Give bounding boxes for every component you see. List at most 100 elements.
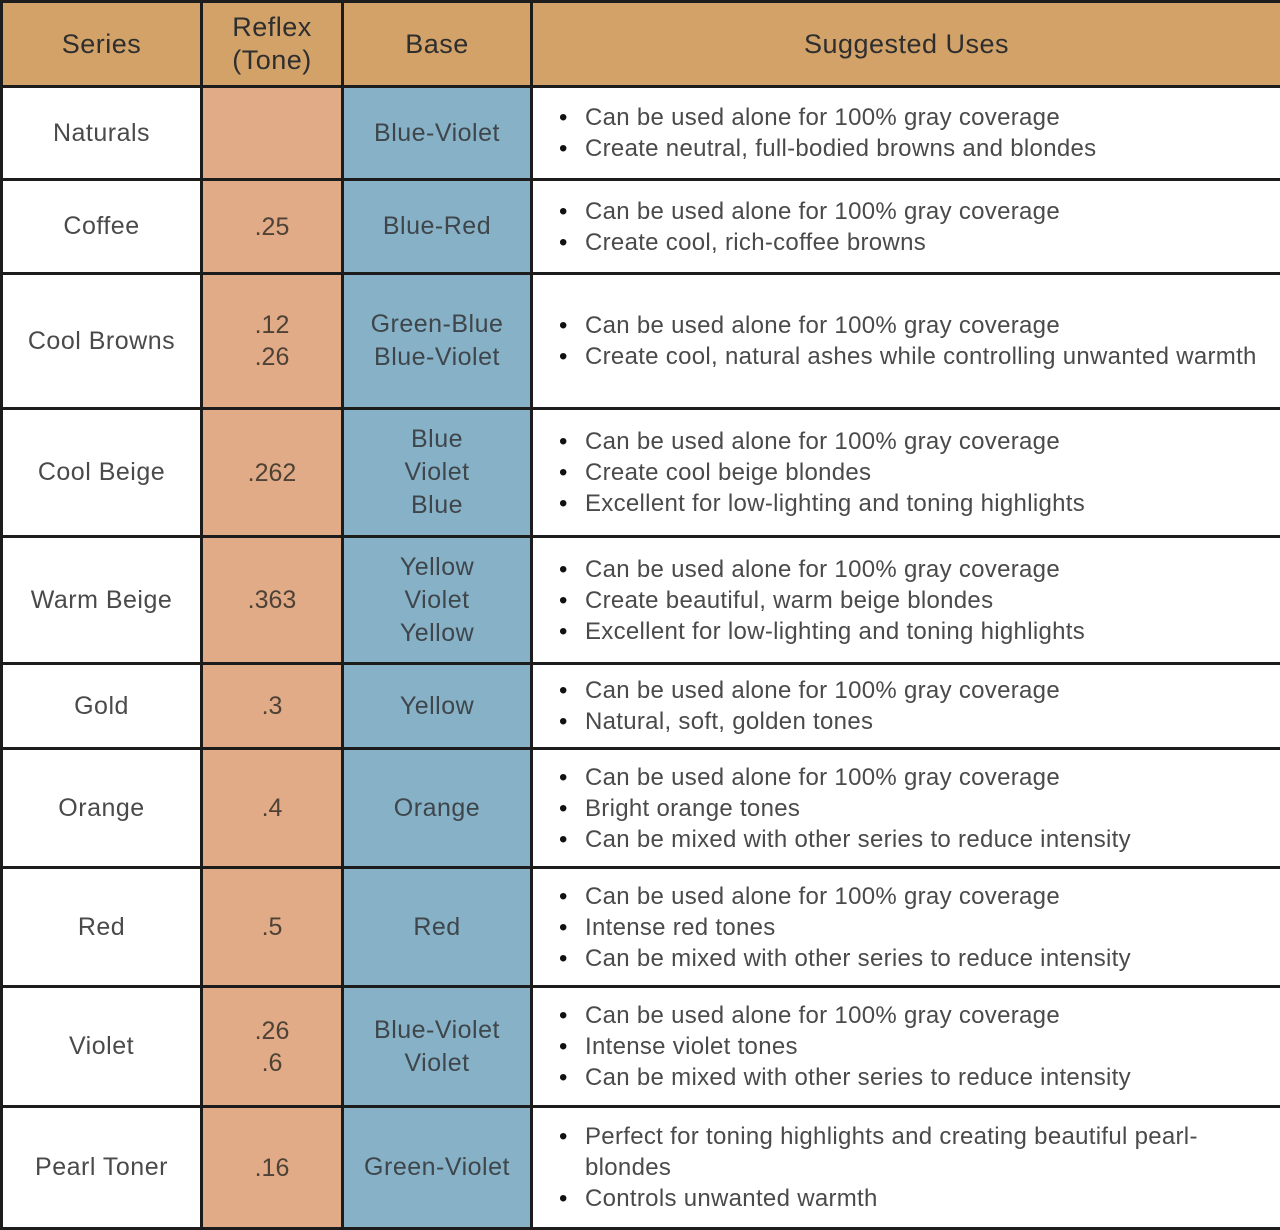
base-value: Yellow: [344, 690, 530, 723]
uses-list: Can be used alone for 100% gray coverage…: [559, 102, 1270, 164]
uses-list: Can be used alone for 100% gray coverage…: [559, 554, 1270, 647]
series-cell: Violet: [2, 987, 202, 1107]
reflex-value: .6: [203, 1047, 341, 1079]
uses-list: Perfect for toning highlights and creati…: [559, 1121, 1270, 1214]
uses-cell: Can be used alone for 100% gray coverage…: [532, 180, 1280, 274]
reflex-value: .25: [203, 211, 341, 243]
use-item: Can be used alone for 100% gray coverage: [559, 881, 1270, 912]
base-value: Blue-Violet: [344, 341, 530, 374]
uses-cell: Can be used alone for 100% gray coverage…: [532, 274, 1280, 409]
series-cell: Naturals: [2, 87, 202, 180]
use-item: Can be mixed with other series to reduce…: [559, 824, 1270, 855]
series-cell: Pearl Toner: [2, 1107, 202, 1229]
use-item: Can be used alone for 100% gray coverage: [559, 196, 1270, 227]
uses-cell: Perfect for toning highlights and creati…: [532, 1107, 1280, 1229]
use-item: Can be used alone for 100% gray coverage: [559, 426, 1270, 457]
table-row: Gold.3YellowCan be used alone for 100% g…: [2, 664, 1280, 749]
column-header-suggested-uses: Suggested Uses: [532, 2, 1280, 87]
reflex-cell: .5: [202, 868, 343, 987]
use-item: Perfect for toning highlights and creati…: [559, 1121, 1270, 1183]
reflex-cell: .4: [202, 749, 343, 868]
base-value: Orange: [344, 792, 530, 825]
reflex-cell: .25: [202, 180, 343, 274]
table-row: Cool Browns.12.26Green-BlueBlue-VioletCa…: [2, 274, 1280, 409]
base-value: Yellow: [344, 551, 530, 584]
base-cell: Green-Violet: [343, 1107, 532, 1229]
uses-cell: Can be used alone for 100% gray coverage…: [532, 409, 1280, 537]
reflex-cell: .16: [202, 1107, 343, 1229]
base-value: Yellow: [344, 617, 530, 650]
reflex-cell: .3: [202, 664, 343, 749]
uses-cell: Can be used alone for 100% gray coverage…: [532, 664, 1280, 749]
uses-list: Can be used alone for 100% gray coverage…: [559, 1000, 1270, 1093]
use-item: Controls unwanted warmth: [559, 1183, 1270, 1214]
use-item: Excellent for low-lighting and toning hi…: [559, 488, 1270, 519]
use-item: Excellent for low-lighting and toning hi…: [559, 616, 1270, 647]
table-header: Series Reflex (Tone) Base Suggested Uses: [2, 2, 1280, 87]
base-cell: Yellow: [343, 664, 532, 749]
base-value: Blue-Violet: [344, 1014, 530, 1047]
uses-cell: Can be used alone for 100% gray coverage…: [532, 537, 1280, 664]
use-item: Create neutral, full-bodied browns and b…: [559, 133, 1270, 164]
use-item: Create cool, natural ashes while control…: [559, 341, 1270, 372]
base-value: Violet: [344, 456, 530, 489]
use-item: Create cool, rich-coffee browns: [559, 227, 1270, 258]
series-cell: Gold: [2, 664, 202, 749]
use-item: Natural, soft, golden tones: [559, 706, 1270, 737]
use-item: Can be used alone for 100% gray coverage: [559, 675, 1270, 706]
base-value: Red: [344, 911, 530, 944]
uses-list: Can be used alone for 100% gray coverage…: [559, 881, 1270, 974]
base-value: Violet: [344, 1047, 530, 1080]
uses-cell: Can be used alone for 100% gray coverage…: [532, 749, 1280, 868]
uses-list: Can be used alone for 100% gray coverage…: [559, 310, 1270, 372]
uses-cell: Can be used alone for 100% gray coverage…: [532, 987, 1280, 1107]
uses-cell: Can be used alone for 100% gray coverage…: [532, 87, 1280, 180]
uses-cell: Can be used alone for 100% gray coverage…: [532, 868, 1280, 987]
base-value: Violet: [344, 584, 530, 617]
uses-list: Can be used alone for 100% gray coverage…: [559, 196, 1270, 258]
reflex-value: .3: [203, 690, 341, 722]
reflex-cell: .26.6: [202, 987, 343, 1107]
reflex-cell: .12.26: [202, 274, 343, 409]
use-item: Can be mixed with other series to reduce…: [559, 943, 1270, 974]
use-item: Can be used alone for 100% gray coverage: [559, 554, 1270, 585]
uses-list: Can be used alone for 100% gray coverage…: [559, 762, 1270, 855]
uses-list: Can be used alone for 100% gray coverage…: [559, 426, 1270, 519]
base-value: Blue: [344, 489, 530, 522]
base-value: Blue-Violet: [344, 117, 530, 150]
reflex-value: .4: [203, 792, 341, 824]
base-value: Blue-Red: [344, 210, 530, 243]
table-row: Naturals Blue-Violet Can be used alone for…: [2, 87, 1280, 180]
use-item: Bright orange tones: [559, 793, 1270, 824]
base-cell: Blue-Violet: [343, 87, 532, 180]
series-cell: Orange: [2, 749, 202, 868]
reflex-value: .12: [203, 309, 341, 341]
reflex-cell: .262: [202, 409, 343, 537]
base-value: Green-Violet: [344, 1151, 530, 1184]
base-value: Green-Blue: [344, 308, 530, 341]
reflex-value: .363: [203, 584, 341, 616]
reflex-cell: .363: [202, 537, 343, 664]
reflex-value: .262: [203, 457, 341, 489]
series-cell: Cool Beige: [2, 409, 202, 537]
header-row: Series Reflex (Tone) Base Suggested Uses: [2, 2, 1280, 87]
reflex-value: .26: [203, 341, 341, 373]
series-cell: Warm Beige: [2, 537, 202, 664]
table-body: Naturals Blue-Violet Can be used alone for…: [2, 87, 1280, 1229]
series-cell: Red: [2, 868, 202, 987]
column-header-base: Base: [343, 2, 532, 87]
use-item: Can be used alone for 100% gray coverage: [559, 310, 1270, 341]
column-header-reflex-tone: Reflex (Tone): [202, 2, 343, 87]
reflex-value: .16: [203, 1152, 341, 1184]
